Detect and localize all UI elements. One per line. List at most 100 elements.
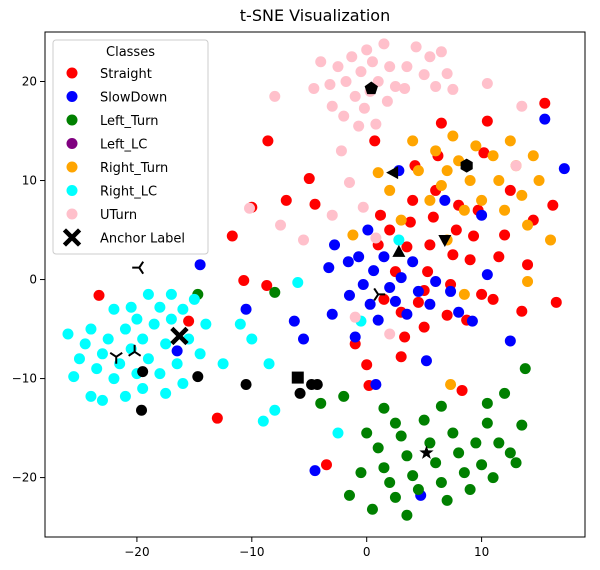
data-point: [263, 358, 275, 370]
data-point: [395, 272, 407, 284]
data-point: [522, 259, 534, 271]
anchor-marker: [386, 166, 399, 180]
data-point: [323, 262, 335, 274]
anchor-marker: [240, 379, 252, 391]
x-tick-label: 0: [363, 545, 371, 559]
data-point: [171, 345, 183, 357]
data-point: [353, 120, 365, 132]
data-point: [424, 51, 436, 63]
data-point: [450, 224, 462, 236]
data-point: [404, 216, 416, 228]
data-point: [384, 477, 396, 489]
data-point: [177, 378, 189, 390]
data-point: [148, 318, 160, 330]
data-point: [381, 95, 393, 107]
data-point: [441, 309, 453, 321]
y-tick-label: −10: [12, 372, 37, 386]
data-point: [366, 56, 378, 68]
data-point: [234, 318, 246, 330]
data-point: [427, 211, 439, 223]
data-point: [384, 61, 396, 73]
data-point: [200, 318, 212, 330]
data-point: [435, 400, 447, 412]
data-point: [539, 113, 551, 125]
data-point: [389, 80, 401, 92]
data-point: [481, 115, 493, 127]
legend-label: Right_LC: [100, 185, 157, 200]
anchor-marker: [373, 287, 386, 301]
data-point: [435, 477, 447, 489]
data-point: [308, 82, 320, 94]
data-point: [378, 251, 390, 263]
legend-marker: [66, 67, 78, 79]
data-point: [280, 194, 292, 206]
x-tick-label: −20: [124, 545, 149, 559]
series-uturn: [244, 38, 528, 340]
data-point: [378, 38, 390, 50]
data-point: [165, 288, 177, 300]
data-point: [372, 76, 384, 88]
data-point: [131, 313, 143, 325]
data-point: [342, 256, 354, 268]
anchor-marker: [460, 158, 473, 173]
data-point: [539, 97, 551, 109]
data-point: [445, 285, 457, 297]
data-point: [343, 289, 355, 301]
data-point: [194, 259, 206, 271]
data-point: [85, 323, 97, 335]
legend-title: Classes: [106, 45, 155, 60]
legend-marker: [66, 208, 78, 220]
anchor-marker: [392, 244, 406, 257]
anchor-marker: [311, 379, 323, 391]
data-point: [418, 69, 430, 81]
data-point: [343, 489, 355, 501]
data-point: [441, 494, 453, 506]
data-point: [466, 315, 478, 327]
data-point: [504, 135, 516, 147]
anchor-markers: [109, 81, 473, 459]
data-point: [504, 335, 516, 347]
data-point: [401, 509, 413, 521]
data-point: [504, 184, 516, 196]
chart-title: t-SNE Visualization: [240, 6, 390, 25]
anchor-label-marker: [170, 326, 189, 346]
data-point: [357, 279, 369, 290]
data-point: [240, 303, 252, 315]
data-point: [384, 224, 396, 236]
legend-marker: [66, 185, 78, 196]
data-point: [320, 459, 332, 471]
data-point: [374, 209, 386, 221]
data-point: [370, 118, 382, 130]
data-point: [504, 447, 516, 459]
data-point: [226, 230, 238, 242]
data-point: [362, 224, 374, 236]
data-point: [424, 194, 436, 206]
data-point: [441, 68, 453, 80]
data-point: [378, 462, 390, 474]
data-point: [315, 397, 327, 409]
data-point: [261, 279, 273, 291]
data-point: [309, 198, 321, 210]
anchor-marker: [438, 234, 452, 247]
anchor-marker: [132, 261, 145, 275]
legend-label: Straight: [100, 67, 152, 82]
data-point: [476, 209, 488, 221]
data-point: [326, 100, 338, 112]
data-point: [361, 359, 373, 371]
series-right-turn: [347, 130, 557, 391]
data-point: [165, 313, 177, 325]
data-point: [384, 281, 396, 293]
data-point: [343, 177, 355, 189]
data-point: [453, 447, 465, 459]
data-point: [137, 382, 149, 394]
legend-label: Left_LC: [100, 138, 147, 153]
data-point: [177, 303, 189, 315]
data-point: [364, 298, 376, 310]
data-point: [412, 285, 424, 297]
data-point: [445, 379, 457, 391]
anchor-marker: [128, 344, 142, 357]
data-point: [347, 229, 359, 241]
legend-marker: [66, 114, 78, 126]
data-point: [499, 387, 511, 399]
data-point: [326, 209, 338, 221]
